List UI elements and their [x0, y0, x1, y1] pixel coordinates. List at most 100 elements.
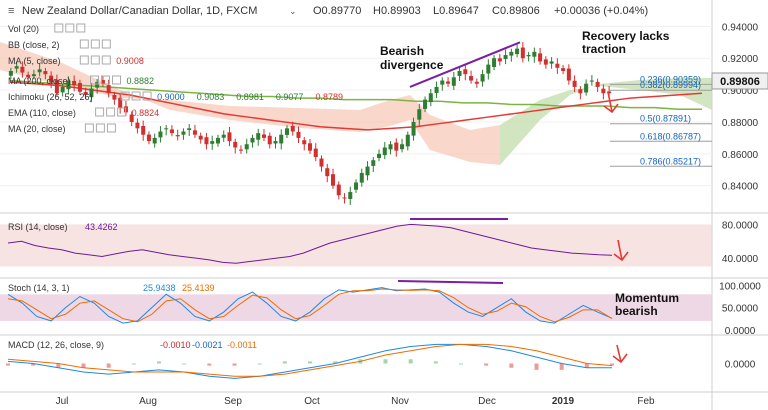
stoch-title: Stoch (14, 3, 1) [8, 283, 70, 293]
candle-body [250, 137, 255, 143]
indicator-label: BB (close, 2) [8, 40, 60, 50]
macd-panel: 0.0000 MACD (12, 26, close, 9) -0.0010 -0.0… [6, 340, 756, 379]
candle-body [8, 70, 13, 76]
close-icon[interactable] [117, 107, 127, 117]
stoch-y-tick: 100.0000 [719, 281, 761, 292]
settings-icon[interactable] [101, 75, 110, 85]
macd-signal-line [7, 343, 613, 377]
indicator-label: Vol (20) [8, 24, 39, 34]
candle-body [164, 128, 169, 130]
indicator-label: MA (20, close) [8, 124, 66, 134]
candle-body [325, 168, 330, 177]
visibility-icon[interactable] [79, 55, 89, 65]
close-icon[interactable] [76, 23, 86, 33]
stoch-k-line [7, 287, 613, 324]
visibility-icon[interactable] [54, 23, 64, 33]
settings-icon[interactable] [106, 107, 116, 117]
candle-body [279, 134, 284, 144]
y-tick-label: 0.84000 [722, 182, 759, 193]
ohlc-close: C0.89806 [492, 5, 540, 17]
candle-body [543, 59, 548, 65]
candle-body [233, 141, 238, 148]
candle-body [227, 132, 232, 142]
candle-body [423, 99, 428, 109]
settings-icon[interactable] [131, 91, 141, 101]
candle-body [365, 166, 370, 176]
macd-histogram-bar [408, 359, 413, 364]
y-tick-label: 0.86000 [722, 150, 759, 161]
candle-body [400, 144, 405, 150]
candle-body [158, 131, 163, 138]
candle-body [336, 184, 341, 196]
stoch-panel: 100.0000 50.0000 0.0000 Stoch (14, 3, 1) 25.… [0, 280, 761, 337]
x-tick-label: Jul [56, 396, 69, 407]
candle-body [469, 76, 474, 81]
candle-body [72, 80, 77, 86]
candle-body [371, 160, 376, 166]
candle-body [187, 128, 192, 130]
visibility-icon[interactable] [84, 123, 94, 133]
close-icon[interactable] [142, 91, 152, 101]
rsi-panel: 80.0000 40.0000 RSI (14, close) 43.4262 [0, 218, 759, 267]
candle-body [181, 131, 186, 135]
symbol-title[interactable]: New Zealand Dollar/Canadian Dollar, 1D, … [22, 5, 257, 17]
candle-body [204, 137, 209, 145]
settings-icon[interactable] [95, 123, 105, 133]
visibility-icon[interactable] [79, 39, 89, 49]
candle-body [221, 134, 226, 138]
header: ≡ New Zealand Dollar/Canadian Dollar, 1D… [8, 5, 648, 17]
macd-histogram-bar [308, 361, 312, 364]
candle-body [532, 51, 537, 57]
macd-value: -0.0010 [160, 340, 191, 350]
candle-body [54, 80, 59, 94]
fib-label: 0.5(0.87891) [640, 114, 691, 124]
candle-body [451, 77, 456, 86]
candle-body [589, 80, 594, 82]
candle-body [43, 71, 48, 75]
ohlc-low: L0.89647 [433, 5, 479, 17]
candle-body [135, 122, 140, 129]
macd-histogram-bar [584, 363, 589, 368]
candle-body [359, 172, 364, 183]
candle-body [434, 86, 439, 93]
price-trendline [409, 41, 521, 88]
candle-body [509, 51, 514, 56]
macd-histogram-bar [81, 363, 86, 368]
macd-title: MACD (12, 26, close, 9) [8, 340, 104, 350]
close-icon[interactable] [101, 55, 111, 65]
down-arrow-icon [613, 239, 629, 262]
candle-body [417, 109, 422, 120]
candle-body [492, 58, 497, 67]
settings-icon[interactable] [90, 39, 100, 49]
macd-histogram-bar [459, 363, 463, 365]
visibility-icon[interactable] [90, 75, 99, 85]
visibility-icon[interactable] [95, 107, 105, 117]
indicator-label: MA (5, close) [8, 56, 61, 66]
indicator-label: EMA (110, close) [8, 108, 76, 118]
macd-histogram-bar [534, 363, 539, 370]
annotation-recovery-line1: Recovery lacks [582, 29, 670, 43]
y-tick-label: 0.88000 [722, 118, 759, 129]
chevron-down-icon[interactable]: ⌄ [289, 6, 297, 16]
macd-value: -0.0011 [227, 340, 257, 350]
macd-histogram-bar [484, 363, 489, 366]
settings-icon[interactable] [90, 55, 100, 65]
candle-body [302, 140, 307, 145]
candle-body [561, 68, 566, 71]
candle-body [290, 125, 295, 132]
close-icon[interactable] [106, 123, 116, 133]
macd-y-tick: 0.0000 [725, 360, 756, 371]
menu-icon[interactable]: ≡ [8, 5, 14, 17]
settings-icon[interactable] [65, 23, 75, 33]
candle-body [394, 142, 399, 151]
macd-histogram-bar [333, 361, 338, 364]
candle-body [601, 88, 606, 94]
candle-body [377, 153, 382, 159]
candle-body [313, 148, 318, 158]
macd-histogram-bar [131, 363, 136, 365]
x-tick-label: Feb [637, 396, 655, 407]
close-icon[interactable] [112, 75, 121, 85]
fib-label: 0.382(0.89994) [640, 80, 701, 90]
close-icon[interactable] [101, 39, 111, 49]
visibility-icon[interactable] [120, 91, 130, 101]
